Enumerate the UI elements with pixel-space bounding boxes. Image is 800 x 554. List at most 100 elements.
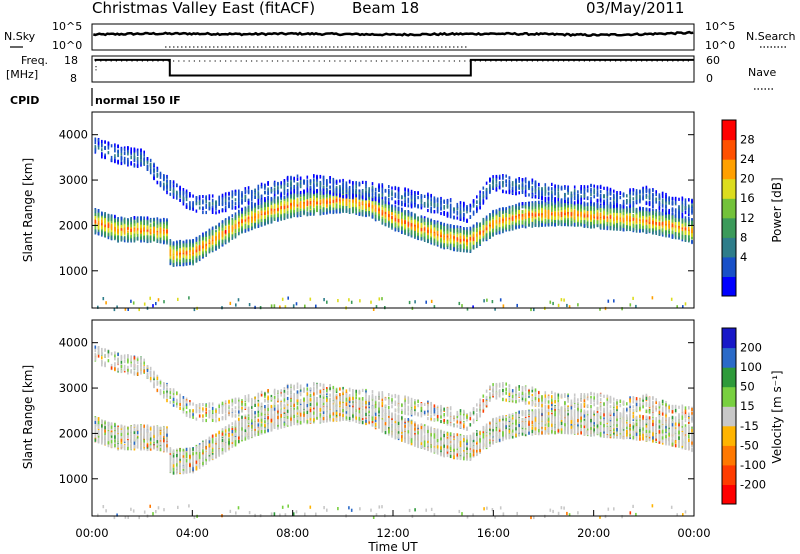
power-cell xyxy=(160,240,162,243)
power-cell xyxy=(333,178,335,181)
power-cell xyxy=(401,216,403,219)
power-cell xyxy=(375,201,377,204)
power-cell xyxy=(274,188,276,191)
power-cell xyxy=(225,221,227,224)
power-cell xyxy=(297,212,299,215)
power-cell xyxy=(117,236,119,239)
power-cell xyxy=(170,253,172,256)
power-cell xyxy=(101,144,103,147)
power-cell xyxy=(111,158,113,161)
power-cell xyxy=(163,236,165,239)
power-cell xyxy=(245,224,247,227)
power-cell xyxy=(395,215,397,218)
power-cell xyxy=(134,164,136,167)
noise-tick-low-right: 10^0 xyxy=(705,39,735,52)
power-cell xyxy=(218,235,220,238)
power-cell xyxy=(95,138,97,141)
power-cell xyxy=(395,193,397,196)
power-cell xyxy=(143,154,145,157)
power-cell xyxy=(137,157,139,160)
power-cell xyxy=(235,221,237,224)
power-cell xyxy=(95,145,97,148)
power-cell xyxy=(215,208,217,211)
freq-unit: [MHz] xyxy=(6,68,38,81)
power-cell xyxy=(359,209,361,212)
power-cell xyxy=(395,187,397,190)
power-cell xyxy=(130,232,132,235)
power-cell xyxy=(163,225,165,228)
power-cell xyxy=(248,209,250,212)
power-cell xyxy=(251,205,253,208)
power-cell xyxy=(251,193,253,196)
power-cell xyxy=(98,218,100,221)
power-cell xyxy=(297,178,299,181)
power-cell xyxy=(104,156,106,159)
power-cell xyxy=(235,215,237,218)
power-cell xyxy=(316,176,318,179)
power-cell xyxy=(342,210,344,213)
power-cell xyxy=(202,237,204,240)
power-cell xyxy=(143,151,145,154)
power-cell xyxy=(307,184,309,187)
power-cell xyxy=(271,220,273,223)
power-cell xyxy=(121,231,123,234)
power-cell xyxy=(143,231,145,234)
power-cell xyxy=(199,196,201,199)
power-cell xyxy=(183,263,185,266)
power-cell xyxy=(293,185,295,188)
power-cell xyxy=(117,154,119,157)
power-cell xyxy=(170,180,172,183)
power-cell xyxy=(170,259,172,262)
power-cell xyxy=(307,179,309,182)
power-cell xyxy=(310,195,312,198)
power-cell xyxy=(365,190,367,193)
power-cell xyxy=(251,223,253,226)
power-cell xyxy=(359,182,361,185)
power-cell xyxy=(333,185,335,188)
power-cell xyxy=(124,224,126,227)
power-cell xyxy=(153,163,155,166)
power-cell xyxy=(160,224,162,227)
power-cell xyxy=(241,228,243,231)
power-cell xyxy=(329,186,331,189)
power-cell xyxy=(264,197,266,200)
power-cell xyxy=(274,206,276,209)
power-cell xyxy=(114,149,116,152)
power-cell xyxy=(108,142,110,145)
power-cell xyxy=(346,200,348,203)
power-cell xyxy=(313,184,315,187)
power-cell xyxy=(372,215,374,218)
power-cell xyxy=(414,231,416,234)
power-cell xyxy=(313,204,315,207)
station-title: Christmas Valley East (fitACF) xyxy=(92,0,315,17)
power-cell xyxy=(274,215,276,218)
power-cell xyxy=(147,161,149,164)
power-cell xyxy=(209,204,211,207)
power-cell xyxy=(385,214,387,217)
power-cell xyxy=(320,191,322,194)
power-cell xyxy=(130,224,132,227)
power-cell xyxy=(316,182,318,185)
power-cell xyxy=(108,146,110,149)
power-cell xyxy=(173,260,175,263)
power-cell xyxy=(398,200,400,203)
power-cell xyxy=(267,188,269,191)
power-cell xyxy=(404,199,406,202)
power-cell xyxy=(274,211,276,214)
power-cell xyxy=(124,157,126,160)
power-cell xyxy=(104,231,106,234)
power-cell xyxy=(280,203,282,206)
power-cell xyxy=(346,195,348,198)
power-cell xyxy=(183,197,185,200)
power-cell xyxy=(98,139,100,142)
power-cell xyxy=(166,185,168,188)
power-cell xyxy=(310,201,312,204)
power-cell xyxy=(248,219,250,222)
power-heatmap-cells xyxy=(95,138,693,312)
power-cell xyxy=(170,193,172,196)
power-cell xyxy=(290,187,292,190)
power-cell xyxy=(212,194,214,197)
power-cell xyxy=(95,141,97,144)
power-cell xyxy=(326,191,328,194)
power-cell xyxy=(218,197,220,200)
